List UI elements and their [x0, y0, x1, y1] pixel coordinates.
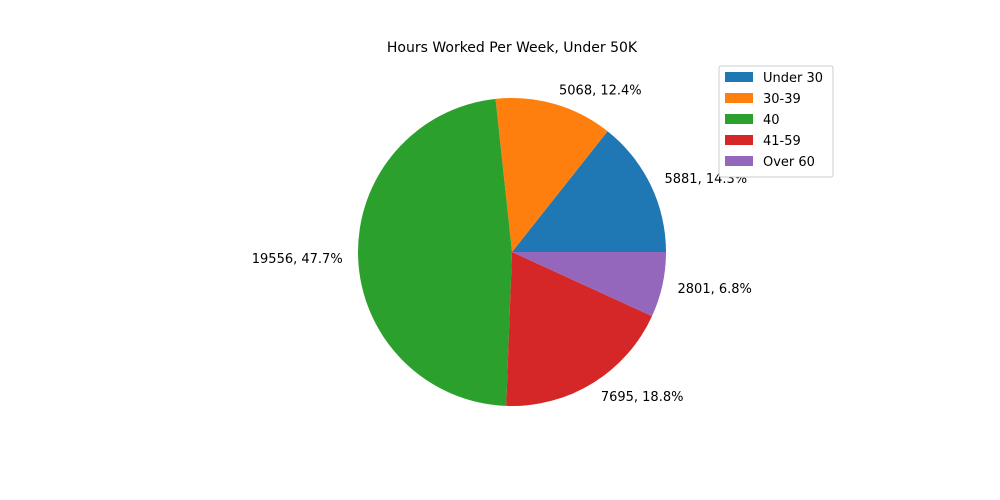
pie-slice-under-30	[512, 131, 666, 252]
legend-label: 40	[763, 113, 780, 128]
legend-swatch	[725, 114, 753, 124]
legend-swatch	[725, 93, 753, 103]
pie-slices	[357, 98, 666, 406]
slice-label: 2801, 6.8%	[678, 282, 752, 297]
pie-slice-30-39	[495, 98, 608, 252]
legend-label: 41-59	[763, 134, 801, 149]
legend-swatch	[725, 72, 753, 82]
legend-swatch	[725, 156, 753, 166]
chart-title: Hours Worked Per Week, Under 50K	[387, 40, 638, 56]
legend-label: 30-39	[763, 92, 801, 107]
slice-label: 5068, 12.4%	[559, 83, 642, 98]
legend-label: Under 30	[763, 71, 823, 86]
pie-slice-over-60	[512, 252, 666, 317]
pie-slice-41-59	[506, 252, 653, 406]
pie-slice-labels: 5881, 14.3%5068, 12.4%19556, 47.7%7695, …	[252, 83, 752, 405]
slice-label: 7695, 18.8%	[601, 390, 684, 405]
legend-swatch	[725, 135, 753, 145]
legend: Under 30 30-39 40 41-59 Over 60	[718, 65, 834, 178]
pie-slice-40	[357, 98, 512, 406]
legend-label: Over 60	[763, 155, 815, 170]
slice-label: 19556, 47.7%	[252, 252, 343, 267]
